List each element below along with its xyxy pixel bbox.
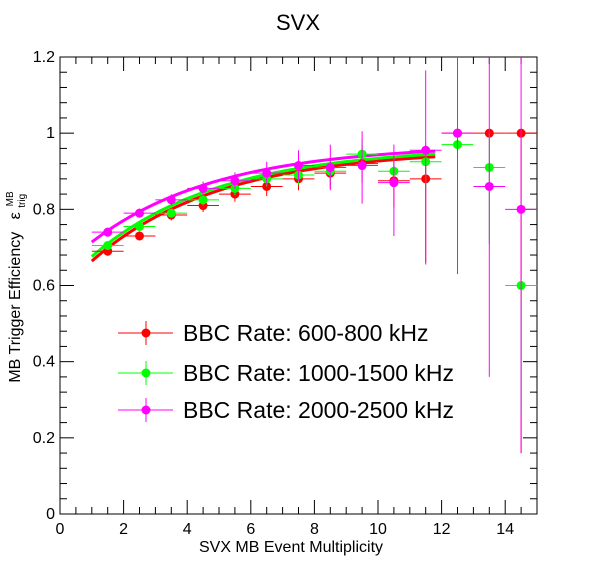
y-tick-label: 0.6 [33,278,55,295]
data-point [166,195,176,205]
legend-marker [141,405,151,415]
data-point [357,161,367,171]
y-axis-label-text: MB Trigger Efficiency [7,232,24,383]
y-tick-label: 0.4 [33,354,55,371]
x-axis-ticks: 0 2 4 6 8 10 12 14 [56,57,538,538]
x-tick-label: 4 [183,521,192,538]
data-series [91,57,537,454]
y-axis-label: MB Trigger Efficiency ε trig MB [5,189,29,382]
legend-marker [141,368,151,378]
data-point [421,145,431,155]
data-point [230,176,240,186]
y-tick-label: 0.8 [33,201,55,218]
y-axis-label-group: MB Trigger Efficiency ε trig MB [5,189,29,383]
x-tick-label: 8 [310,521,319,538]
data-point [294,161,303,171]
y-axis-ticks: 0 0.2 0.4 0.6 0.8 1 1.2 [33,49,537,523]
data-point [389,178,399,188]
y-axis-label-subscript: trig [17,194,28,208]
x-axis-label: SVX MB Event Multiplicity [199,539,383,556]
x-tick-label: 2 [119,521,128,538]
data-point [135,221,144,231]
legend-marker [141,328,151,338]
x-tick-label: 0 [56,521,65,538]
data-point [453,128,462,138]
series-group [91,57,537,454]
data-point [103,227,113,237]
y-tick-label: 0.2 [33,430,55,447]
legend-label: BBC Rate: 1000-1500 kHz [183,360,454,386]
y-tick-label: 1.2 [33,49,55,66]
data-point [198,183,208,193]
legend-label: BBC Rate: 600-800 kHz [183,320,428,346]
x-tick-label: 14 [496,521,514,538]
data-point [135,208,144,218]
data-point [166,208,176,218]
x-tick-label: 12 [433,521,451,538]
x-tick-label: 6 [246,521,255,538]
data-point [325,162,335,172]
legend: BBC Rate: 600-800 kHz BBC Rate: 1000-1500… [118,320,454,423]
y-axis-label-superscript: MB [5,191,16,206]
data-point [103,241,113,251]
y-axis-label-epsilon: ε [7,212,24,219]
x-tick-label: 10 [369,521,387,538]
data-point [135,231,144,241]
fit-curve [90,149,436,244]
data-point [198,195,208,205]
data-point [262,168,272,178]
y-tick-label: 1 [46,125,55,142]
chart-title: SVX [276,10,320,35]
data-point [516,204,526,214]
data-point [484,181,494,191]
legend-label: BBC Rate: 2000-2500 kHz [183,397,454,423]
y-tick-label: 0 [46,506,55,523]
